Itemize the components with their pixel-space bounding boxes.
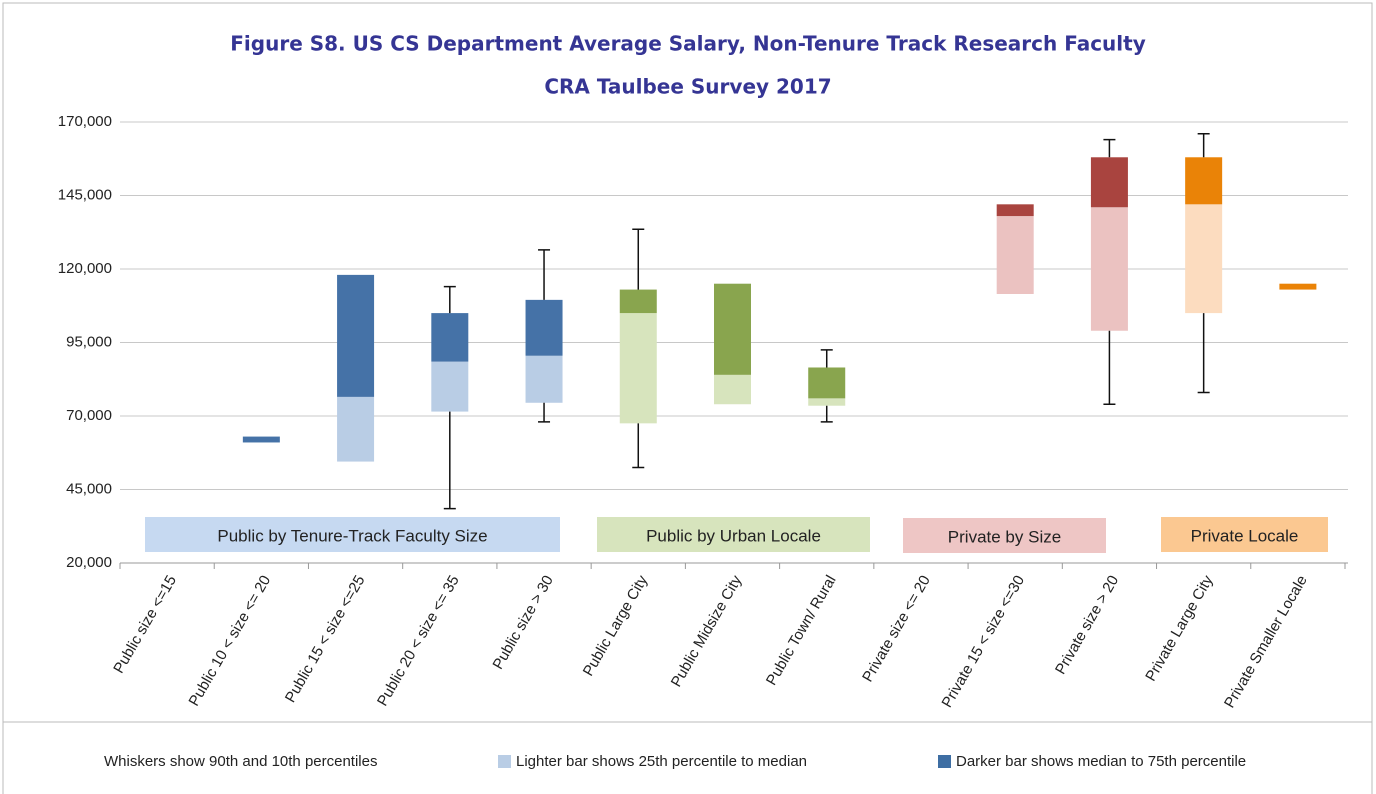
x-tick-label: Private Smaller Locale [1221,572,1311,710]
group-label: Public by Tenure-Track Faculty Size [217,526,487,545]
chart-subtitle: CRA Taulbee Survey 2017 [544,75,831,99]
box-upper [337,274,375,397]
x-tick-label: Public 15 < size <=25 [282,572,369,705]
note-dark: Darker bar shows median to 75th percenti… [956,753,1246,770]
box-lower [714,374,751,405]
box-lower [337,396,375,462]
box-upper [1279,283,1317,290]
whisker-upper [1103,138,1116,158]
x-tick-label: Public Town/ Rural [763,572,840,688]
whisker-lower [632,423,645,469]
box-lower [1090,207,1128,331]
whisker-upper [443,285,456,314]
group-label: Private by Size [948,527,1061,546]
x-tick-label: Public Midsize City [668,572,746,690]
box-upper [431,313,469,362]
x-tick-label: Public size > 30 [489,572,556,672]
x-tick-label: Public 20 < size <= 35 [374,572,463,709]
y-tick-label: 95,000 [66,333,112,350]
box-lower [808,398,846,406]
box-upper [808,367,846,399]
group-label-box [145,517,560,552]
y-tick-label: 170,000 [58,113,112,130]
x-tick-label: Public 10 < size <= 20 [186,572,275,709]
group-label: Public by Urban Locale [646,526,821,545]
box-upper [996,204,1034,217]
box-upper [714,283,751,375]
x-tick-label: Private 15 < size <=30 [939,572,1029,710]
group-label-box [597,517,870,552]
box-lower [1185,204,1223,314]
y-tick-label: 145,000 [58,186,112,203]
box-upper [525,299,563,356]
chart-title: Figure S8. US CS Department Average Sala… [230,32,1145,56]
y-tick-label: 20,000 [66,554,112,571]
box-upper [619,289,657,314]
box-upper [1185,157,1223,205]
x-tick-label: Public Large City [580,572,652,679]
box-upper [242,436,280,443]
whisker-lower [820,405,833,423]
whisker-upper [820,349,833,368]
x-tick-label: Private Large City [1142,572,1217,684]
note-swatch-light [498,755,511,768]
box-lower [431,361,469,412]
y-tick-label: 120,000 [58,260,112,277]
note-light: Lighter bar shows 25th percentile to med… [516,753,807,770]
whisker-lower [1103,330,1116,405]
x-tick-label: Private size <= 20 [859,572,934,684]
whisker-upper [538,249,551,300]
group-label: Private Locale [1191,526,1299,545]
box-upper [1090,157,1128,208]
note-whiskers: Whiskers show 90th and 10th percentiles [104,753,377,770]
box-lower [619,313,657,424]
box-lower [996,216,1034,294]
whisker-lower [443,411,456,510]
y-tick-label: 70,000 [66,407,112,424]
y-tick-label: 45,000 [66,480,112,497]
whisker-lower [538,402,551,423]
note-swatch-dark [938,755,951,768]
whisker-lower [1197,313,1210,394]
x-tick-label: Private size > 20 [1052,572,1122,677]
whisker-upper [1197,133,1210,158]
whisker-upper [632,228,645,290]
group-label-box [1161,517,1328,552]
x-tick-label: Public size <=15 [110,572,180,676]
box-lower [525,355,563,403]
group-label-box [903,518,1106,553]
